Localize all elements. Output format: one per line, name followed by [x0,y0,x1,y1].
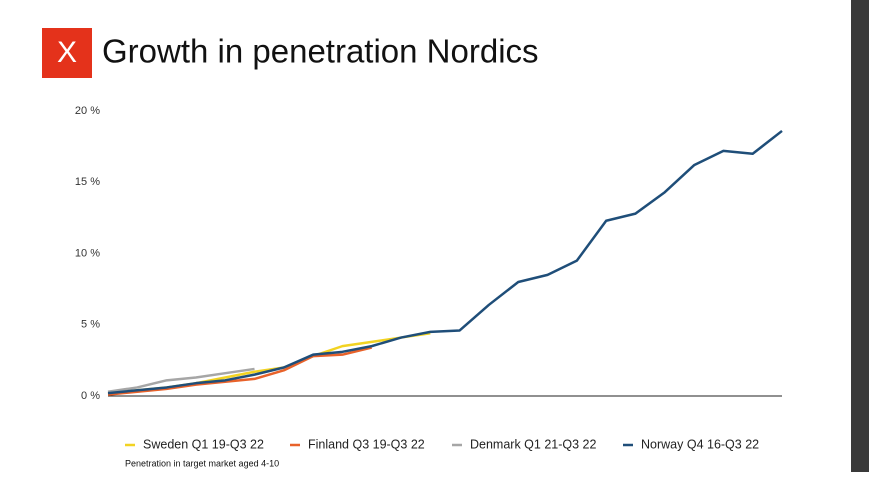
y-tick-label: 10 % [75,247,100,259]
legend-label: Finland Q3 19-Q3 22 [308,437,425,451]
logo-text: X [57,36,77,69]
series-line [107,129,783,395]
legend-label: Sweden Q1 19-Q3 22 [143,437,264,451]
series-line [107,346,373,396]
y-tick-label: 0 % [81,390,100,402]
y-tick-label: 5 % [81,319,100,331]
logo-box [42,28,92,78]
y-tick-label: 15 % [75,176,100,188]
chart-title: Growth in penetration Nordics [102,33,539,70]
legend-label: Norway Q4 16-Q3 22 [641,437,759,451]
series-line [107,367,255,393]
side-bar [851,0,869,472]
y-tick-label: 20 % [75,105,100,117]
legend-label: Denmark Q1 21-Q3 22 [470,437,596,451]
footnote: Penetration in target market aged 4-10 [125,458,279,468]
